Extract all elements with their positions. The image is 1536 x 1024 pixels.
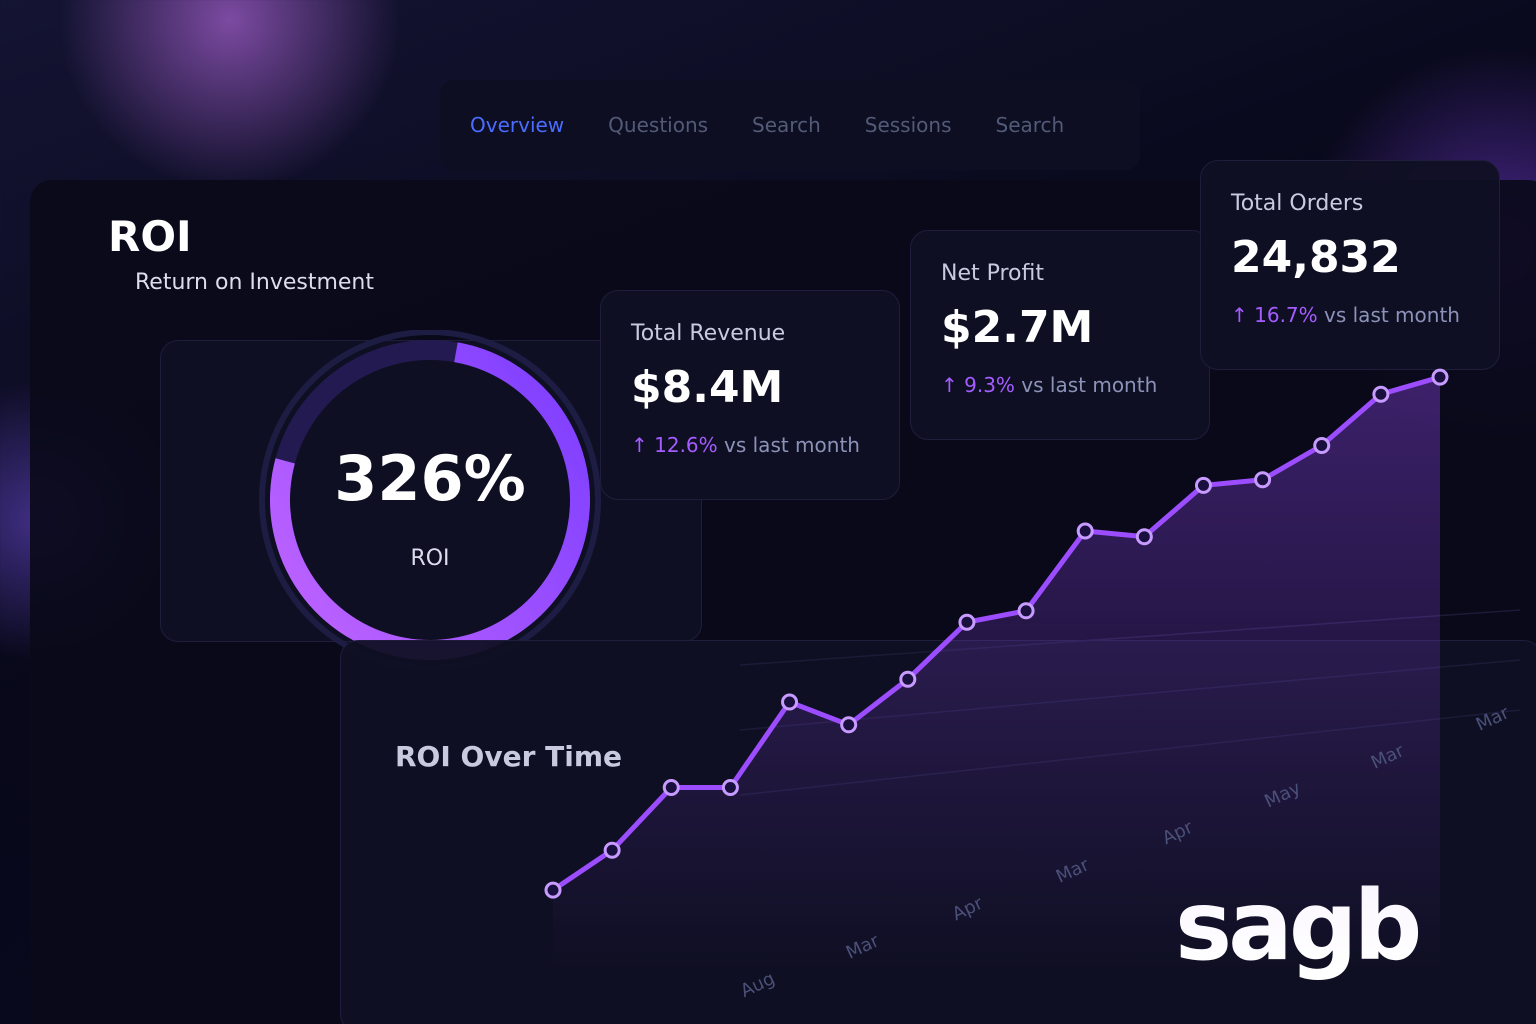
stat-card: Total Revenue $8.4M ↑ 12.6% vs last month <box>600 290 900 500</box>
stat-card: Net Profit $2.7M ↑ 9.3% vs last month <box>910 230 1210 440</box>
nav-tab[interactable]: Search <box>752 113 821 137</box>
stat-label: Net Profit <box>941 261 1044 286</box>
change-note: vs last month <box>1324 303 1460 327</box>
stat-change: ↑ 12.6% vs last month <box>631 433 869 457</box>
change-note: vs last month <box>1021 373 1158 397</box>
stat-change: ↑ 16.7% vs last month <box>1231 303 1469 327</box>
change-note: vs last month <box>724 433 860 457</box>
title: ROI <box>108 212 192 261</box>
subtitle: Return on Investment <box>135 270 375 295</box>
change-value: ↑ 12.6% <box>631 433 718 457</box>
gauge-label: ROI <box>410 546 449 571</box>
stat-label: Total Revenue <box>631 321 786 346</box>
stat-label: Total Orders <box>1231 191 1364 216</box>
stat-value: $8.4M <box>631 362 784 413</box>
stat-value: 24,832 <box>1231 232 1401 283</box>
chart-title: ROI Over Time <box>395 740 622 773</box>
logo: sagb <box>1175 870 1422 982</box>
nav-tab[interactable]: Overview <box>470 113 565 137</box>
stat-value: $2.7M <box>941 302 1094 353</box>
change-value: ↑ 16.7% <box>1231 303 1318 327</box>
nav-tab[interactable]: Questions <box>608 113 709 137</box>
change-value: ↑ 9.3% <box>941 373 1015 397</box>
stat-card: Total Orders 24,832 ↑ 16.7% vs last month <box>1200 160 1500 370</box>
nav-tab[interactable]: Sessions <box>864 113 952 137</box>
stat-change: ↑ 9.3% vs last month <box>941 373 1179 397</box>
gauge-value: 326% <box>334 442 526 515</box>
nav-bar: Overview Questions Search Sessions Search <box>440 80 1140 170</box>
nav-tab[interactable]: Search <box>995 113 1065 137</box>
gauge: 326% ROI <box>259 330 601 670</box>
